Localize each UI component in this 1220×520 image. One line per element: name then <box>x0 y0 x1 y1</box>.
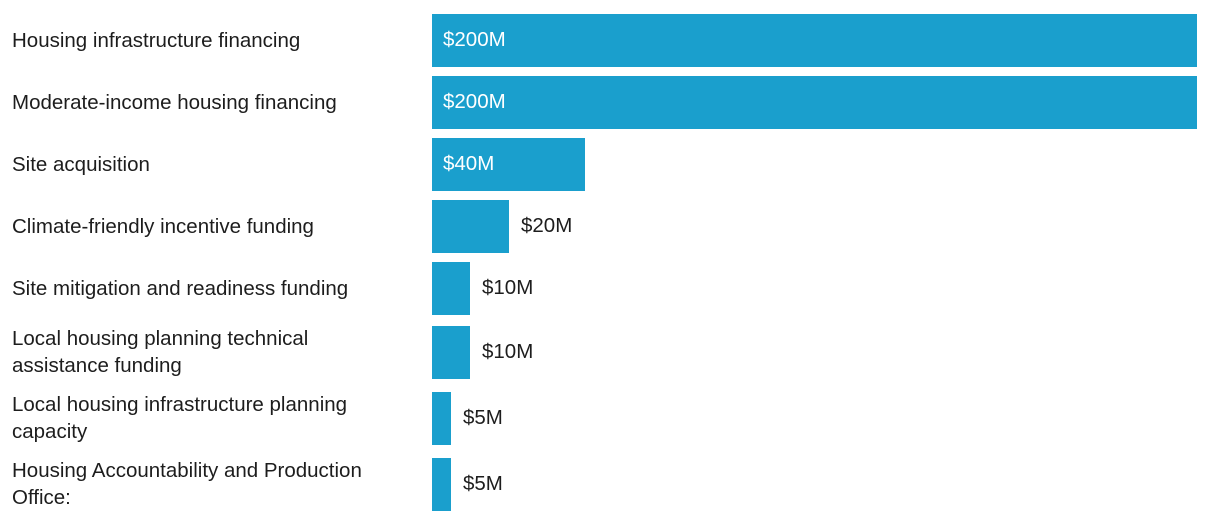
chart-row: Site acquisition $40M <box>0 133 1220 195</box>
bar-track: $5M <box>432 385 1209 451</box>
bar <box>432 325 470 379</box>
bar-value-label-inside: $200M <box>443 90 506 113</box>
category-label: Local housing planning technical assista… <box>12 327 309 377</box>
chart-row: Site mitigation and readiness funding $1… <box>0 257 1220 319</box>
bar <box>432 457 451 511</box>
bar <box>432 261 470 315</box>
bar-value-label-outside: $5M <box>463 472 503 495</box>
bar-track: $5M <box>432 451 1209 517</box>
bar-value-label-outside: $10M <box>482 340 534 363</box>
bar <box>432 391 451 445</box>
bar-track: $20M <box>432 195 1209 257</box>
chart-row: Local housing planning technical assista… <box>0 319 1220 385</box>
bar: $200M <box>432 75 1197 129</box>
bar-value-label-outside: $5M <box>463 406 503 429</box>
chart-row: Housing infrastructure financing $200M <box>0 9 1220 71</box>
bar-value-label-outside: $20M <box>521 214 573 237</box>
bar-track: $10M <box>432 319 1209 385</box>
chart-row: Moderate-income housing financing $200M <box>0 71 1220 133</box>
chart-row: Local housing infrastructure planning ca… <box>0 385 1220 451</box>
bar-track: $10M <box>432 257 1209 319</box>
category-label: Moderate-income housing financing <box>12 90 337 114</box>
bar-value-label-inside: $40M <box>443 152 495 175</box>
bar: $200M <box>432 13 1197 67</box>
bar: $40M <box>432 137 585 191</box>
category-label: Housing infrastructure financing <box>12 28 301 52</box>
bar-value-label-inside: $200M <box>443 28 506 51</box>
bar-track: $200M <box>432 71 1209 133</box>
category-label: Local housing infrastructure planning ca… <box>12 393 348 443</box>
bar-chart: Housing infrastructure financing $200M M… <box>0 9 1220 517</box>
category-label: Climate-friendly incentive funding <box>12 214 314 238</box>
bar-track: $40M <box>432 133 1209 195</box>
category-label: Site mitigation and readiness funding <box>12 276 349 300</box>
category-label: Housing Accountability and Production Of… <box>12 459 362 509</box>
chart-row: Housing Accountability and Production Of… <box>0 451 1220 517</box>
category-label: Site acquisition <box>12 152 150 176</box>
bar-value-label-outside: $10M <box>482 276 534 299</box>
bar-track: $200M <box>432 9 1209 71</box>
chart-row: Climate-friendly incentive funding $20M <box>0 195 1220 257</box>
bar <box>432 199 509 253</box>
